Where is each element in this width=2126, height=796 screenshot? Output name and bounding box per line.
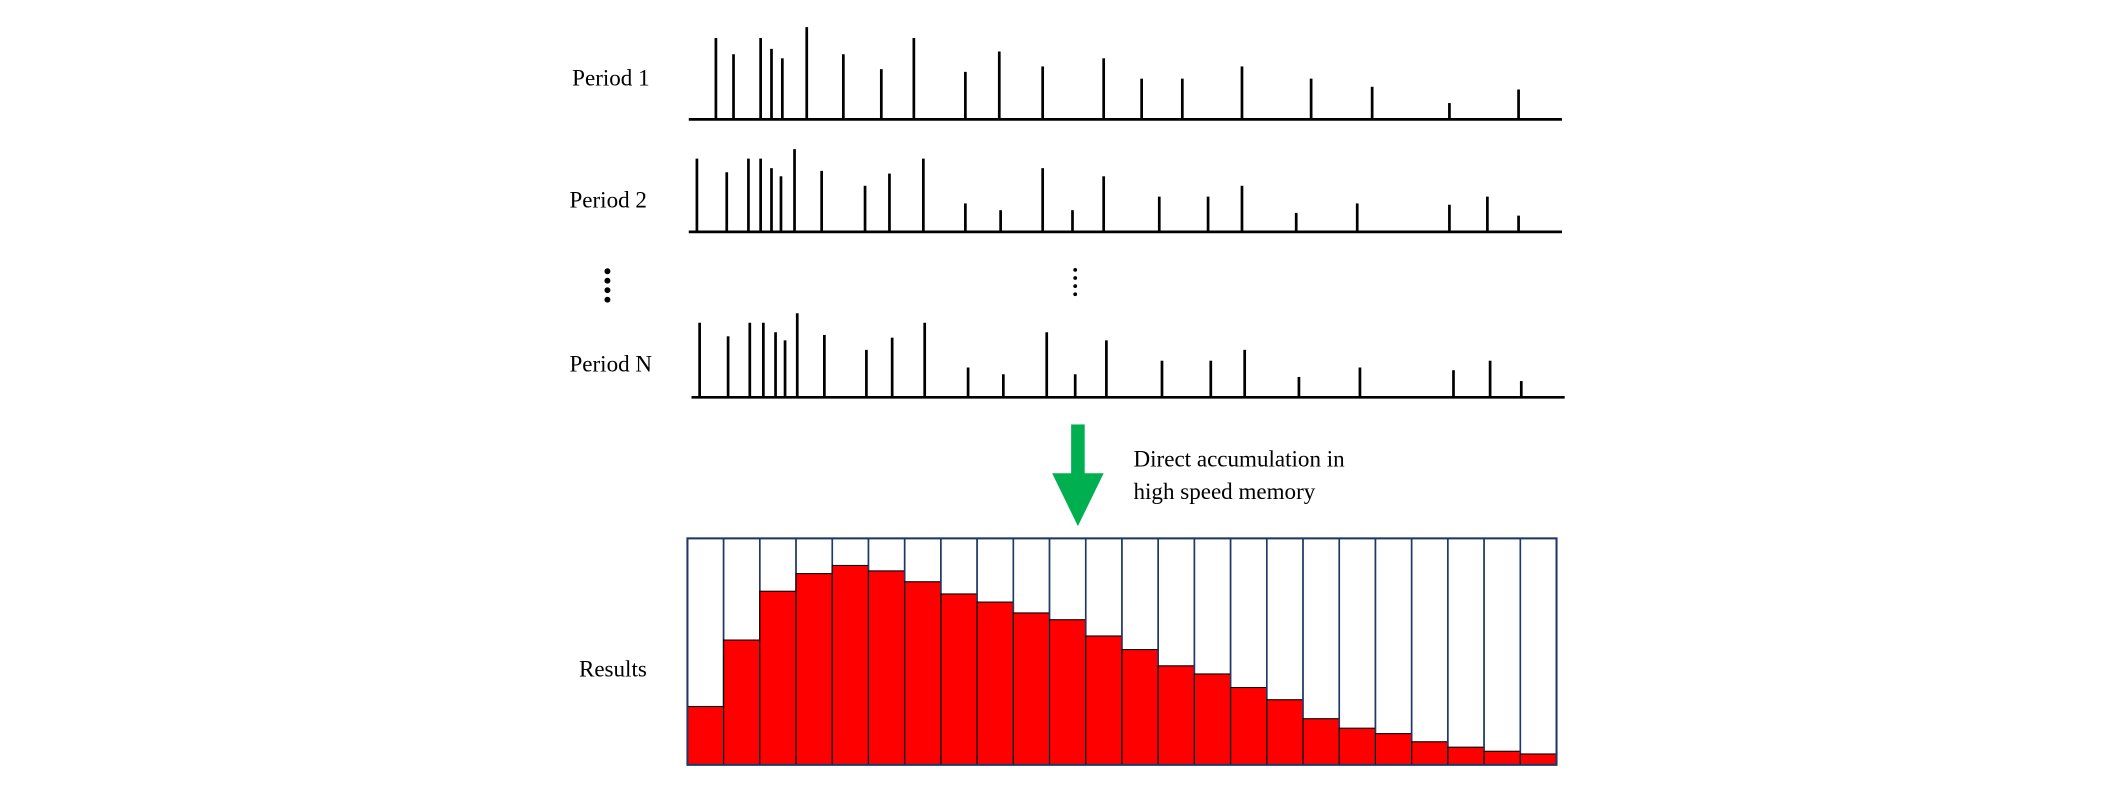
bin-fill [1012,612,1051,766]
arrow-note: high speed memory [1134,478,1316,504]
bin-fill [904,581,942,766]
results-frame [686,537,1558,766]
bin-outline [1374,537,1413,766]
bin-outline [1447,537,1485,766]
bin-fill [1374,733,1413,766]
bin-fill [831,564,870,766]
bin-fill [1411,741,1449,766]
bin-fill [723,639,761,766]
bin-fill [1519,753,1558,766]
bin-fill [1230,686,1268,766]
ellipsis [604,268,611,303]
bin-fill [1302,718,1340,766]
bin-fill [976,601,1014,766]
period-label: Period N [569,350,652,376]
period-label: Period 1 [572,64,649,90]
bin-fill [1447,746,1485,766]
bin-outline [1483,537,1522,766]
bin-fill [1049,619,1087,766]
results-label: Results [579,656,647,682]
ellipsis [1073,267,1078,297]
period-label: Period 2 [569,186,646,212]
bin-fill [1266,699,1304,766]
bin-fill [1193,673,1232,766]
bin-fill [1085,635,1123,766]
bin-fill [940,593,978,766]
bin-fill [686,705,725,766]
bin-fill [867,570,906,766]
bin-fill [1157,665,1195,766]
bin-fill [1121,649,1159,766]
bin-fill [1338,727,1377,766]
arrow-note: Direct accumulation in [1134,445,1346,471]
bin-outline [1519,537,1558,766]
bin-fill [795,573,833,766]
arrow [1052,424,1104,527]
bin-outline [1410,537,1449,766]
bin-fill [1483,750,1521,766]
bin-fill [759,590,797,766]
